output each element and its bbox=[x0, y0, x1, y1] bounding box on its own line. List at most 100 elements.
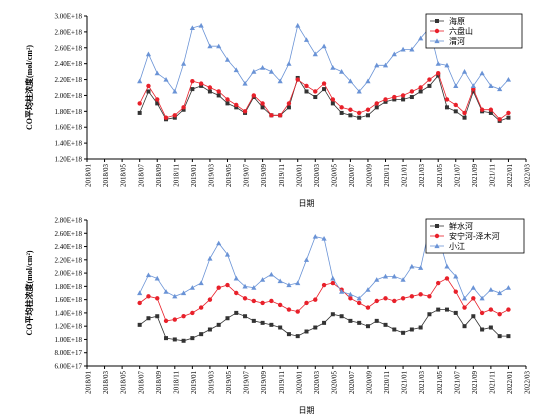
data-point bbox=[462, 324, 467, 329]
data-point bbox=[497, 312, 502, 317]
data-point bbox=[189, 25, 195, 30]
data-point bbox=[313, 297, 318, 302]
data-point bbox=[374, 318, 379, 323]
data-point bbox=[207, 85, 213, 90]
data-point bbox=[137, 101, 142, 106]
x-tick-label: 2020/03 bbox=[313, 164, 321, 187]
y-tick-label: 2.20E+18 bbox=[55, 76, 83, 84]
data-point bbox=[312, 233, 318, 239]
data-point bbox=[180, 61, 187, 66]
data-point bbox=[427, 83, 432, 88]
data-point bbox=[154, 275, 160, 281]
data-point bbox=[155, 296, 160, 301]
legend-label: 六盘山 bbox=[449, 26, 473, 36]
data-point bbox=[172, 317, 177, 322]
data-point bbox=[295, 77, 300, 82]
data-point bbox=[488, 287, 494, 292]
data-point bbox=[480, 327, 485, 332]
data-point bbox=[479, 310, 485, 316]
data-point bbox=[374, 277, 380, 282]
x-tick-label: 2019/05 bbox=[225, 164, 233, 187]
x-tick-label: 2021/11 bbox=[488, 164, 496, 187]
data-point bbox=[155, 97, 160, 102]
data-point bbox=[216, 43, 222, 49]
data-point bbox=[488, 110, 493, 115]
data-point bbox=[304, 329, 309, 334]
data-point bbox=[470, 83, 476, 88]
x-tick-label: 2021/09 bbox=[471, 371, 479, 394]
y-tick-label: 2.40E+18 bbox=[55, 243, 83, 251]
data-point bbox=[506, 110, 511, 116]
data-point bbox=[339, 69, 345, 74]
x-tick-label: 2020/05 bbox=[330, 371, 338, 394]
data-point bbox=[137, 110, 142, 115]
series-安宁河-泽木河 bbox=[137, 276, 511, 324]
x-tick-label: 2018/05 bbox=[120, 371, 128, 394]
data-point bbox=[225, 316, 230, 321]
data-point bbox=[374, 101, 379, 106]
data-point bbox=[471, 89, 476, 94]
data-point bbox=[260, 320, 265, 325]
data-point bbox=[365, 287, 371, 292]
data-point bbox=[409, 46, 415, 52]
data-point bbox=[409, 95, 414, 100]
y-tick-label: 1.40E+18 bbox=[55, 140, 83, 148]
data-point bbox=[181, 105, 186, 110]
x-tick-label: 2019/03 bbox=[208, 371, 216, 394]
data-point bbox=[453, 310, 458, 315]
data-point bbox=[216, 93, 221, 98]
data-point bbox=[137, 290, 143, 296]
data-point bbox=[330, 275, 336, 281]
data-point bbox=[400, 93, 406, 98]
data-point bbox=[400, 46, 406, 52]
data-point bbox=[356, 295, 362, 301]
x-tick-label: 2020/01 bbox=[295, 371, 303, 394]
data-point bbox=[497, 86, 503, 92]
data-point bbox=[506, 307, 511, 312]
data-point bbox=[453, 102, 458, 108]
legend-marker bbox=[434, 28, 440, 34]
data-point bbox=[189, 285, 195, 290]
data-point bbox=[242, 296, 248, 301]
x-tick-label: 2018/09 bbox=[155, 164, 163, 187]
data-point bbox=[321, 282, 327, 288]
data-point bbox=[382, 273, 389, 279]
data-point bbox=[462, 110, 467, 116]
y-tick-label: 8.00E+17 bbox=[55, 349, 83, 357]
data-point bbox=[409, 89, 415, 94]
chart-1: 1.20E+18 1.40E+18 1.60E+18 1.80E+18 2.00E+18… bbox=[24, 13, 532, 209]
x-tick-label: 2018/09 bbox=[155, 371, 163, 394]
data-point bbox=[356, 300, 362, 306]
y-tick-label: 3.00E+18 bbox=[55, 13, 83, 21]
data-point bbox=[479, 70, 485, 76]
legend-marker bbox=[434, 243, 440, 249]
x-tick-label: 2021/03 bbox=[418, 371, 426, 394]
x-tick-label: 2020/09 bbox=[366, 164, 374, 187]
data-point bbox=[330, 312, 335, 317]
data-point bbox=[427, 312, 432, 317]
data-point bbox=[243, 314, 248, 319]
data-point bbox=[365, 107, 371, 112]
data-point bbox=[470, 285, 476, 290]
x-tick-label: 2020/01 bbox=[295, 164, 303, 187]
y-tick-label: 2.00E+18 bbox=[55, 270, 83, 278]
data-point bbox=[286, 105, 291, 110]
data-point bbox=[146, 83, 151, 89]
data-point bbox=[304, 89, 309, 94]
data-point bbox=[356, 110, 362, 116]
data-point bbox=[233, 67, 239, 73]
x-tick-label: 2021/03 bbox=[418, 164, 426, 187]
y-tick-label: 2.20E+18 bbox=[55, 256, 83, 264]
data-point bbox=[392, 298, 397, 304]
data-point bbox=[190, 78, 195, 84]
data-point bbox=[269, 113, 274, 118]
data-point bbox=[295, 280, 301, 286]
data-point bbox=[216, 89, 221, 94]
data-point bbox=[207, 255, 213, 261]
legend-label: 海原 bbox=[449, 16, 465, 26]
data-point bbox=[347, 291, 353, 297]
data-point bbox=[199, 83, 204, 88]
data-point bbox=[348, 318, 353, 323]
series-六盘山 bbox=[137, 71, 511, 122]
data-point bbox=[488, 107, 494, 112]
